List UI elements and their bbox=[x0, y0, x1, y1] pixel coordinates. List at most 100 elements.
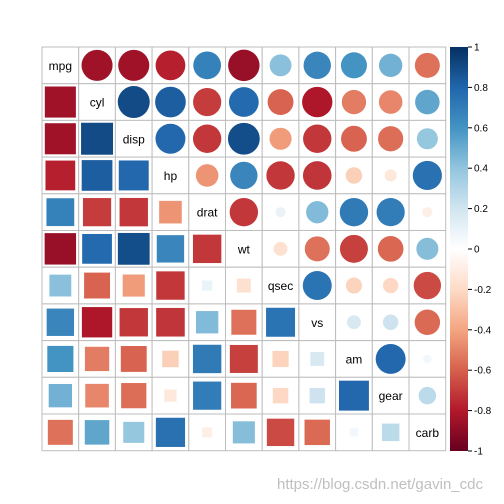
corr-circle-qsec-am bbox=[345, 277, 363, 294]
diagonal-label-qsec: qsec bbox=[268, 279, 293, 293]
corr-circle-hp-wt bbox=[230, 161, 258, 190]
grid-cell-mpg-mpg bbox=[41, 46, 80, 85]
grid-cell-carb-carb bbox=[408, 413, 447, 452]
corr-circle-wt-am bbox=[339, 234, 368, 263]
corr-circle-drat-qsec bbox=[275, 207, 286, 218]
corr-square-gear-mpg bbox=[48, 383, 73, 408]
corr-square-wt-drat bbox=[192, 234, 222, 264]
corr-circle-mpg-disp bbox=[118, 49, 150, 81]
corr-square-drat-hp bbox=[159, 200, 182, 224]
diagonal-variable-labels: mpg cyl disp hp drat wt qsec vs am gear carb bbox=[49, 59, 440, 440]
corr-circle-cyl-carb bbox=[415, 89, 440, 115]
corr-circle-disp-qsec bbox=[269, 127, 292, 150]
corr-circle-hp-drat bbox=[195, 164, 219, 187]
corr-square-am-mpg bbox=[47, 345, 74, 372]
corr-square-vs-cyl bbox=[81, 307, 113, 338]
colorbar-tick-label: -1 bbox=[474, 447, 483, 458]
corr-circle-cyl-disp bbox=[117, 86, 150, 119]
corr-circle-cyl-vs bbox=[302, 86, 333, 118]
corr-circle-mpg-vs bbox=[303, 51, 331, 80]
diagonal-label-wt: wt bbox=[237, 242, 251, 256]
diagonal-label-hp: hp bbox=[164, 169, 178, 183]
grid-cell-wt-wt bbox=[225, 230, 263, 268]
corr-square-hp-mpg bbox=[45, 160, 76, 191]
corr-circle-cyl-drat bbox=[193, 87, 222, 117]
corr-square-gear-wt bbox=[231, 382, 257, 409]
corr-circle-mpg-hp bbox=[155, 50, 186, 81]
corr-circle-hp-am bbox=[345, 167, 363, 184]
corr-circle-disp-vs bbox=[303, 124, 332, 153]
corr-square-am-vs bbox=[310, 352, 325, 366]
diagonal-label-disp: disp bbox=[123, 132, 145, 146]
corr-square-gear-vs bbox=[309, 387, 325, 404]
grid-cell-vs-vs bbox=[298, 303, 337, 342]
corr-circle-disp-gear bbox=[378, 126, 404, 152]
corr-circle-drat-vs bbox=[306, 200, 329, 224]
diagonal-label-mpg: mpg bbox=[49, 59, 72, 73]
corr-circle-vs-am bbox=[347, 315, 361, 330]
corr-square-carb-qsec bbox=[266, 418, 295, 447]
corr-square-gear-disp bbox=[121, 383, 147, 409]
corr-square-qsec-hp bbox=[156, 271, 185, 300]
corr-circle-qsec-vs bbox=[302, 271, 332, 301]
diagonal-label-am: am bbox=[346, 352, 363, 366]
corr-square-hp-cyl bbox=[81, 160, 113, 191]
colorbar-tick-label: 1 bbox=[474, 43, 480, 54]
corr-circle-mpg-drat bbox=[193, 51, 222, 80]
corr-circle-cyl-hp bbox=[155, 86, 186, 118]
corr-square-am-qsec bbox=[272, 350, 289, 368]
corr-square-carb-wt bbox=[232, 421, 255, 444]
corr-circle-cyl-wt bbox=[228, 87, 259, 117]
corr-square-wt-hp bbox=[156, 235, 185, 263]
corr-circle-mpg-carb bbox=[414, 52, 440, 78]
corr-square-gear-hp bbox=[164, 389, 177, 402]
corr-circle-disp-wt bbox=[227, 122, 260, 155]
corr-square-qsec-wt bbox=[236, 278, 251, 293]
corr-circle-cyl-gear bbox=[378, 90, 403, 114]
corr-circle-hp-vs bbox=[302, 161, 332, 190]
corr-square-drat-cyl bbox=[82, 198, 112, 227]
diagonal-label-vs: vs bbox=[311, 316, 323, 330]
corr-square-am-wt bbox=[229, 344, 258, 373]
corr-square-carb-cyl bbox=[84, 420, 110, 445]
corr-square-am-hp bbox=[162, 350, 179, 368]
corr-square-carb-vs bbox=[304, 419, 330, 446]
corr-square-carb-am bbox=[349, 428, 359, 437]
grid-cell-qsec-qsec bbox=[261, 266, 300, 305]
corr-square-gear-qsec bbox=[272, 387, 289, 404]
corr-circle-am-carb bbox=[423, 354, 432, 364]
corr-circle-wt-vs bbox=[304, 236, 330, 262]
corr-circle-hp-qsec bbox=[266, 161, 295, 190]
corr-square-carb-drat bbox=[202, 427, 213, 438]
diagonal-label-carb: carb bbox=[416, 426, 440, 440]
grid-cell-cyl-cyl bbox=[78, 83, 116, 121]
correlation-cells bbox=[41, 46, 447, 452]
diagonal-label-drat: drat bbox=[197, 206, 218, 220]
corr-circle-disp-hp bbox=[155, 123, 186, 154]
colorbar-tick-label: 0.6 bbox=[474, 123, 488, 134]
corr-square-qsec-drat bbox=[202, 280, 213, 291]
colorbar-tick-label: -0.8 bbox=[474, 406, 492, 417]
corr-square-carb-hp bbox=[155, 417, 186, 447]
colorbar-tick-label: 0.2 bbox=[474, 204, 488, 215]
corr-circle-wt-gear bbox=[377, 236, 404, 262]
corr-circle-mpg-qsec bbox=[269, 54, 292, 77]
colorbar-tick-label: -0.2 bbox=[474, 285, 492, 296]
corr-square-drat-mpg bbox=[46, 198, 75, 227]
corr-circle-drat-am bbox=[339, 197, 369, 227]
corr-square-disp-mpg bbox=[44, 123, 76, 155]
corr-circle-qsec-carb bbox=[413, 271, 442, 300]
corr-square-hp-disp bbox=[118, 160, 149, 191]
corr-square-am-drat bbox=[192, 344, 222, 374]
corr-square-am-cyl bbox=[84, 346, 110, 372]
corr-square-gear-drat bbox=[193, 381, 222, 410]
corr-square-vs-disp bbox=[119, 308, 148, 337]
corr-circle-wt-qsec bbox=[273, 241, 288, 256]
corr-circle-drat-carb bbox=[422, 207, 433, 218]
corr-square-drat-disp bbox=[119, 197, 148, 227]
corr-circle-hp-carb bbox=[412, 160, 442, 191]
corr-circle-disp-carb bbox=[416, 128, 438, 150]
corr-square-vs-hp bbox=[156, 307, 185, 337]
corr-square-qsec-cyl bbox=[84, 272, 110, 299]
